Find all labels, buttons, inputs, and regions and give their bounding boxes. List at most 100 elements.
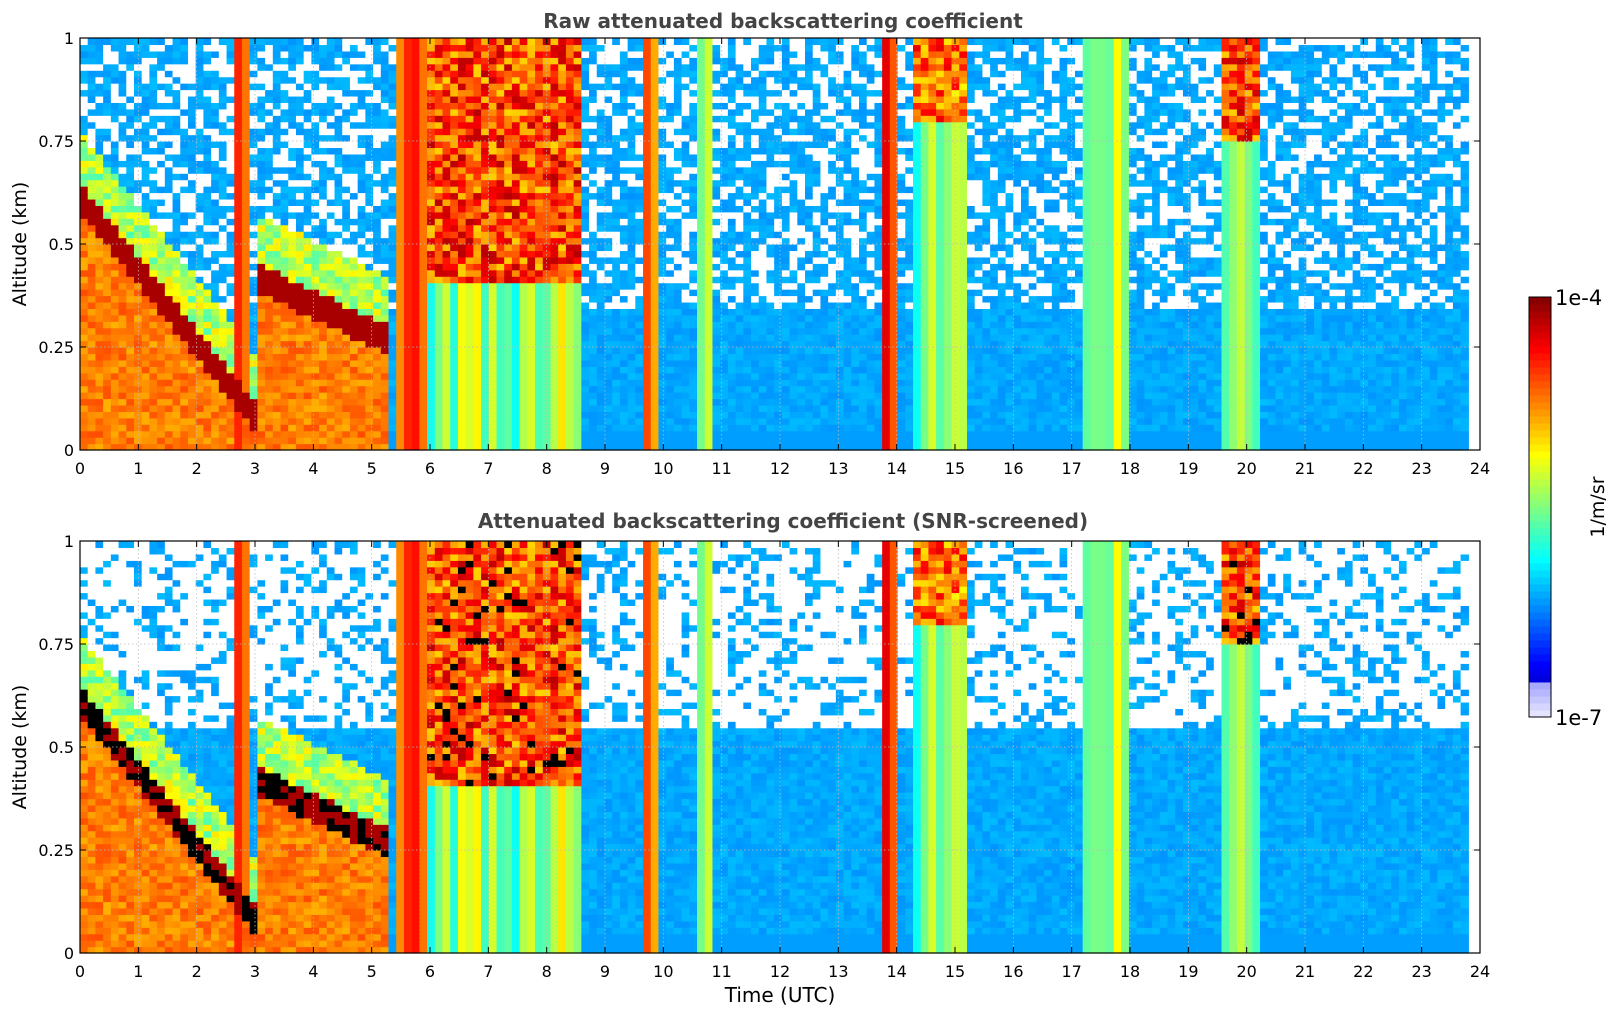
heatmap-cell xyxy=(242,102,250,109)
heatmap-cell xyxy=(188,90,196,97)
heatmap-cell xyxy=(227,160,235,167)
heatmap-cell xyxy=(227,128,235,135)
heatmap-cell xyxy=(342,308,350,315)
heatmap-cell xyxy=(304,353,312,360)
heatmap-cell xyxy=(304,431,312,438)
heatmap-cell xyxy=(365,96,373,103)
heatmap-cell xyxy=(296,231,304,238)
heatmap-cell xyxy=(173,296,181,303)
heatmap-cell xyxy=(350,218,358,225)
heatmap-cell xyxy=(265,205,273,212)
heatmap-cell xyxy=(227,193,235,200)
heatmap-cell xyxy=(242,263,250,270)
heatmap-cell xyxy=(80,315,88,322)
heatmap-cell xyxy=(227,308,235,315)
heatmap-cell xyxy=(142,212,150,219)
heatmap-cell xyxy=(227,180,235,187)
heatmap-cell xyxy=(273,373,281,380)
heatmap-cell xyxy=(319,341,327,348)
heatmap-cell xyxy=(319,353,327,360)
heatmap-cell xyxy=(126,399,134,406)
heatmap-cell xyxy=(227,341,235,348)
heatmap-cell xyxy=(157,147,165,154)
heatmap-cell xyxy=(211,276,219,283)
heatmap-cell xyxy=(242,96,250,103)
heatmap-cell xyxy=(304,347,312,354)
heatmap-cell xyxy=(80,283,88,290)
heatmap-cell xyxy=(203,353,211,360)
heatmap-cell xyxy=(335,135,343,142)
heatmap-cell xyxy=(296,212,304,219)
heatmap-cell xyxy=(180,51,188,58)
heatmap-cell xyxy=(358,360,366,367)
heatmap-cell xyxy=(227,276,235,283)
heatmap-cell xyxy=(111,270,119,277)
heatmap-cell xyxy=(227,321,235,328)
heatmap-cell xyxy=(296,244,304,251)
heatmap-cell xyxy=(335,257,343,264)
heatmap-cell xyxy=(365,315,373,322)
heatmap-cell xyxy=(265,379,273,386)
heatmap-cell xyxy=(173,373,181,380)
heatmap-cell xyxy=(234,160,242,167)
heatmap-cell xyxy=(296,70,304,77)
heatmap-cell xyxy=(304,122,312,129)
heatmap-cell xyxy=(203,225,211,232)
heatmap-cell xyxy=(234,122,242,129)
heatmap-cell xyxy=(165,64,173,71)
heatmap-cell xyxy=(257,225,265,232)
heatmap-cell xyxy=(242,193,250,200)
heatmap-cell xyxy=(119,257,127,264)
heatmap-cell xyxy=(88,321,96,328)
heatmap-cell xyxy=(203,109,211,116)
heatmap-cell xyxy=(281,321,289,328)
heatmap-cell xyxy=(157,399,165,406)
heatmap-cell xyxy=(219,205,227,212)
heatmap-cell xyxy=(257,366,265,373)
heatmap-cell xyxy=(319,83,327,90)
heatmap-cell xyxy=(250,263,258,270)
heatmap-cell xyxy=(219,353,227,360)
heatmap-cell xyxy=(126,353,134,360)
heatmap-cell xyxy=(126,141,134,148)
heatmap-cell xyxy=(142,302,150,309)
heatmap-cell xyxy=(311,405,319,412)
heatmap-cell xyxy=(257,373,265,380)
heatmap-cell xyxy=(273,122,281,129)
panel-raw: Raw attenuated backscattering coefficien… xyxy=(9,9,1490,478)
heatmap-cell xyxy=(219,64,227,71)
heatmap-cell xyxy=(365,115,373,122)
heatmap-cell xyxy=(126,308,134,315)
heatmap-cell xyxy=(234,289,242,296)
heatmap-cell xyxy=(219,147,227,154)
heatmap-cell xyxy=(142,122,150,129)
heatmap-cell xyxy=(242,257,250,264)
heatmap-cell xyxy=(149,328,157,335)
heatmap-cell xyxy=(103,70,111,77)
heatmap-cell xyxy=(242,341,250,348)
heatmap-cell xyxy=(188,147,196,154)
heatmap-cell xyxy=(180,353,188,360)
heatmap-cell xyxy=(149,386,157,393)
heatmap-cell xyxy=(80,115,88,122)
heatmap-cell xyxy=(142,96,150,103)
heatmap-cell xyxy=(80,64,88,71)
heatmap-cell xyxy=(80,38,88,45)
heatmap-cell xyxy=(288,418,296,425)
heatmap-cell xyxy=(296,77,304,84)
heatmap-cell xyxy=(165,128,173,135)
heatmap-cell xyxy=(365,379,373,386)
heatmap-cell xyxy=(373,193,381,200)
heatmap-cell xyxy=(319,57,327,64)
heatmap-cell xyxy=(311,180,319,187)
heatmap-cell xyxy=(126,57,134,64)
heatmap-cell xyxy=(257,109,265,116)
heatmap-cell xyxy=(157,308,165,315)
heatmap-cell xyxy=(250,244,258,251)
heatmap-cell xyxy=(358,289,366,296)
heatmap-cell xyxy=(119,308,127,315)
heatmap-cell xyxy=(126,135,134,142)
heatmap-cell xyxy=(365,366,373,373)
heatmap-cell xyxy=(111,392,119,399)
heatmap-cell xyxy=(103,366,111,373)
